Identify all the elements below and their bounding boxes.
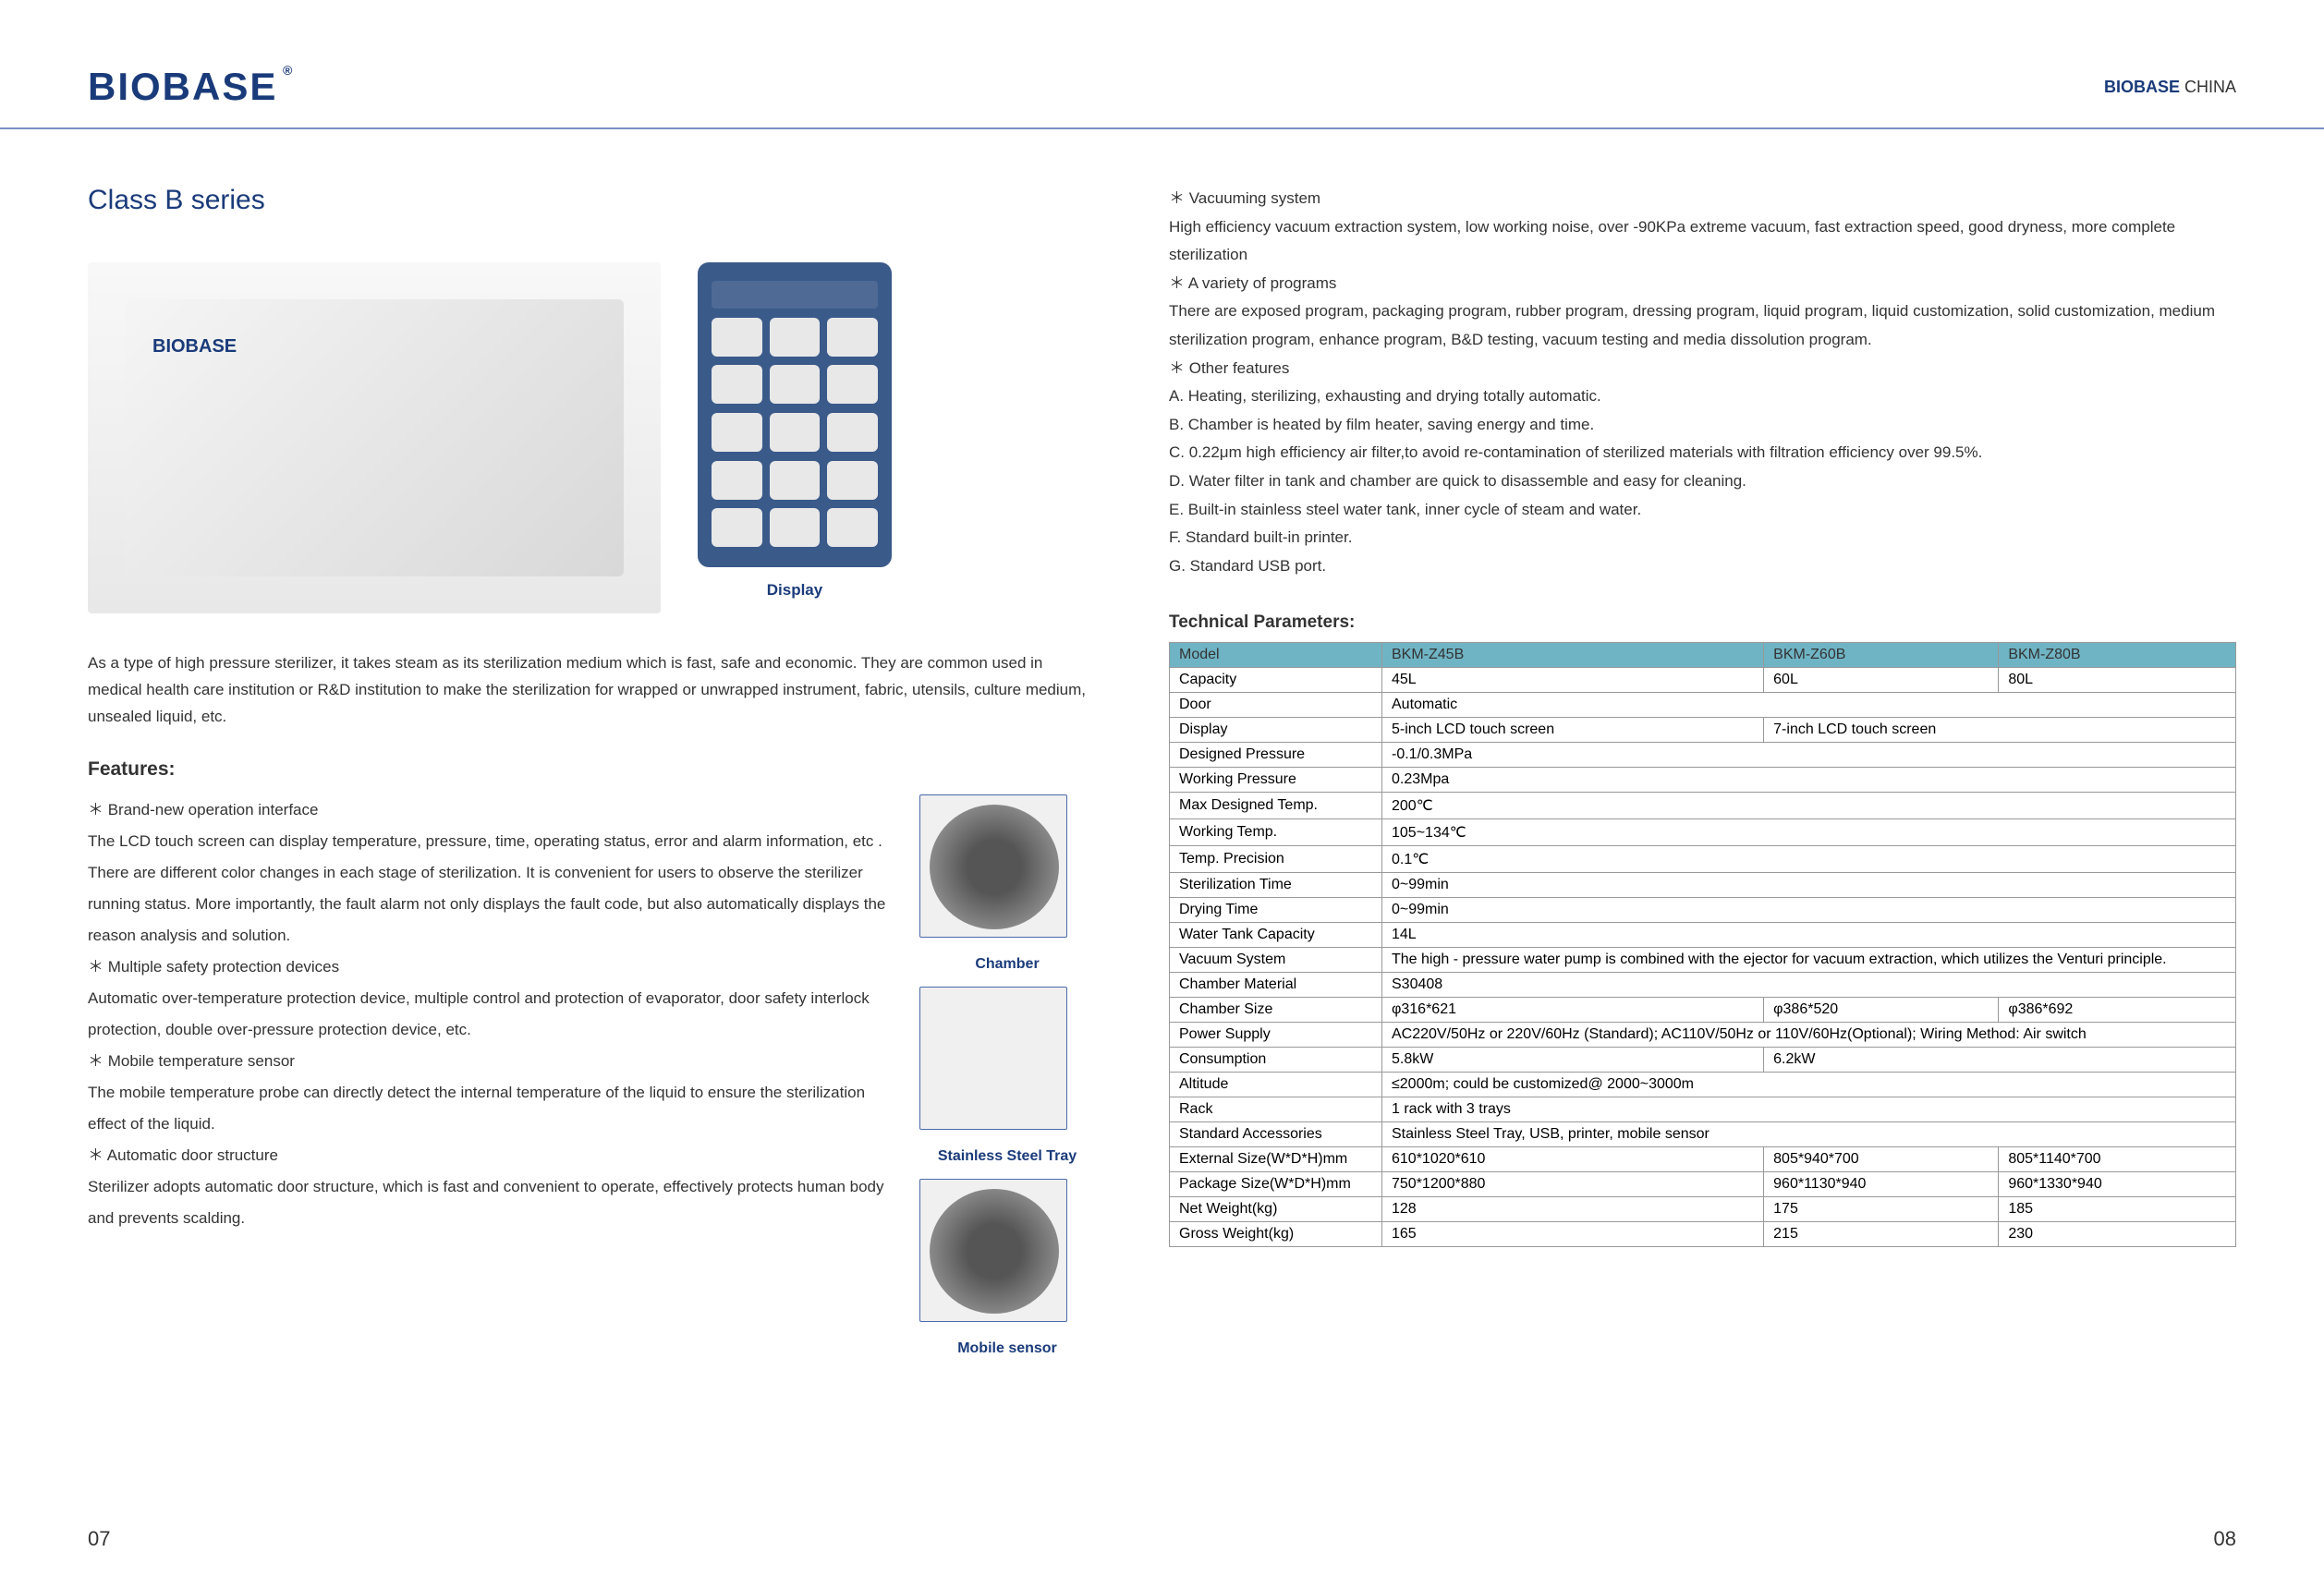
display-panel: Display [698, 262, 892, 600]
rf3-g: G. Standard USB port. [1169, 552, 2236, 581]
features-title: Features: [88, 758, 1095, 781]
features-text: ＊ Brand-new operation interface The LCD … [88, 794, 892, 1357]
chamber-label: Chamber [919, 956, 1095, 973]
page-left: 07 [88, 1527, 110, 1551]
content: Class B series Display As a type of high… [0, 129, 2324, 1394]
logo: BIOBASE® [88, 65, 277, 109]
rf3-c: C. 0.22μm high efficiency air filter,to … [1169, 439, 2236, 467]
f4-body: Sterilizer adopts automatic door structu… [88, 1171, 892, 1234]
description: As a type of high pressure sterilizer, i… [88, 650, 1095, 731]
rf3-d: D. Water filter in tank and chamber are … [1169, 467, 2236, 496]
f3-body: The mobile temperature probe can directl… [88, 1077, 892, 1140]
tech-title: Technical Parameters: [1169, 612, 2236, 633]
rf3-f: F. Standard built-in printer. [1169, 524, 2236, 552]
series-title: Class B series [88, 185, 1095, 216]
f3-title: ＊ Mobile temperature sensor [88, 1046, 892, 1077]
chamber-thumb [919, 794, 1067, 938]
rf1-title: ＊ Vacuuming system [1169, 185, 2236, 213]
f1-body: The LCD touch screen can display tempera… [88, 826, 892, 952]
rf3-a: A. Heating, sterilizing, exhausting and … [1169, 382, 2236, 411]
f2-body: Automatic over-temperature protection de… [88, 983, 892, 1046]
product-image [88, 262, 661, 613]
rf1-body: High efficiency vacuum extraction system… [1169, 213, 2236, 270]
left-column: Class B series Display As a type of high… [88, 185, 1095, 1357]
thumbnails: Chamber Stainless Steel Tray Mobile sens… [919, 794, 1095, 1357]
right-column: ＊ Vacuuming system High efficiency vacuu… [1169, 185, 2236, 1357]
page-header: BIOBASE® BIOBASE CHINA [0, 0, 2324, 129]
rf3-b: B. Chamber is heated by film heater, sav… [1169, 411, 2236, 440]
rf3-title: ＊ Other features [1169, 355, 2236, 383]
tray-thumb [919, 987, 1067, 1130]
sensor-thumb [919, 1179, 1067, 1322]
display-label: Display [698, 581, 892, 600]
f4-title: ＊ Automatic door structure [88, 1140, 892, 1171]
display-box [698, 262, 892, 567]
f2-title: ＊ Multiple safety protection devices [88, 952, 892, 983]
tray-label: Stainless Steel Tray [919, 1148, 1095, 1165]
header-right: BIOBASE CHINA [2104, 78, 2236, 97]
rf2-title: ＊ A variety of programs [1169, 270, 2236, 298]
product-images: Display [88, 262, 1095, 613]
rf2-body: There are exposed program, packaging pro… [1169, 297, 2236, 354]
f1-title: ＊ Brand-new operation interface [88, 794, 892, 826]
sensor-label: Mobile sensor [919, 1340, 1095, 1357]
tech-table: ModelBKM-Z45BBKM-Z60BBKM-Z80B Capacity45… [1169, 642, 2236, 1247]
features-content: ＊ Brand-new operation interface The LCD … [88, 794, 1095, 1357]
rf3-e: E. Built-in stainless steel water tank, … [1169, 496, 2236, 525]
right-features: ＊ Vacuuming system High efficiency vacuu… [1169, 185, 2236, 580]
page-right: 08 [2214, 1527, 2236, 1551]
